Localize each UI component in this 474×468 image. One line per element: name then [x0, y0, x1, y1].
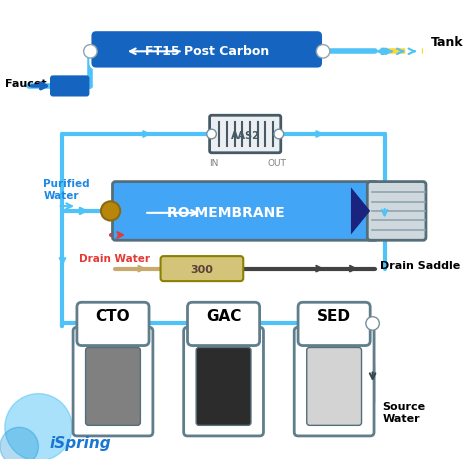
FancyBboxPatch shape — [50, 75, 90, 96]
FancyBboxPatch shape — [294, 327, 374, 436]
Circle shape — [274, 129, 283, 139]
FancyBboxPatch shape — [183, 327, 264, 436]
Text: GAC: GAC — [206, 309, 241, 324]
FancyBboxPatch shape — [188, 302, 260, 345]
Text: RO MEMBRANE: RO MEMBRANE — [167, 206, 285, 220]
Text: Source
Water: Source Water — [382, 402, 425, 424]
FancyBboxPatch shape — [73, 327, 153, 436]
Circle shape — [101, 201, 120, 220]
FancyBboxPatch shape — [298, 302, 370, 345]
FancyBboxPatch shape — [367, 182, 426, 240]
Text: Purified
Water: Purified Water — [43, 179, 90, 201]
Polygon shape — [351, 187, 370, 234]
Circle shape — [5, 394, 72, 461]
Circle shape — [106, 206, 115, 216]
Text: Drain Water: Drain Water — [79, 254, 150, 264]
Text: OUT: OUT — [267, 159, 286, 168]
FancyBboxPatch shape — [77, 302, 149, 345]
Text: FT15 Post Carbon: FT15 Post Carbon — [145, 45, 269, 58]
Circle shape — [207, 129, 216, 139]
Text: Tank: Tank — [431, 36, 464, 49]
Text: Faucet: Faucet — [5, 79, 46, 89]
Text: 300: 300 — [191, 264, 213, 275]
Circle shape — [366, 317, 379, 330]
Text: iSpring: iSpring — [50, 436, 111, 451]
FancyBboxPatch shape — [86, 347, 140, 425]
Circle shape — [83, 44, 97, 58]
Circle shape — [0, 427, 38, 466]
Circle shape — [316, 44, 330, 58]
Text: CTO: CTO — [96, 309, 130, 324]
FancyBboxPatch shape — [196, 347, 251, 425]
Text: Drain Saddle: Drain Saddle — [380, 261, 460, 271]
Text: IN: IN — [209, 159, 218, 168]
Text: SED: SED — [317, 309, 351, 324]
FancyBboxPatch shape — [161, 256, 243, 281]
Text: AAS2: AAS2 — [231, 131, 260, 141]
FancyBboxPatch shape — [210, 115, 281, 153]
FancyBboxPatch shape — [112, 182, 378, 240]
FancyBboxPatch shape — [91, 30, 323, 69]
FancyBboxPatch shape — [307, 347, 362, 425]
